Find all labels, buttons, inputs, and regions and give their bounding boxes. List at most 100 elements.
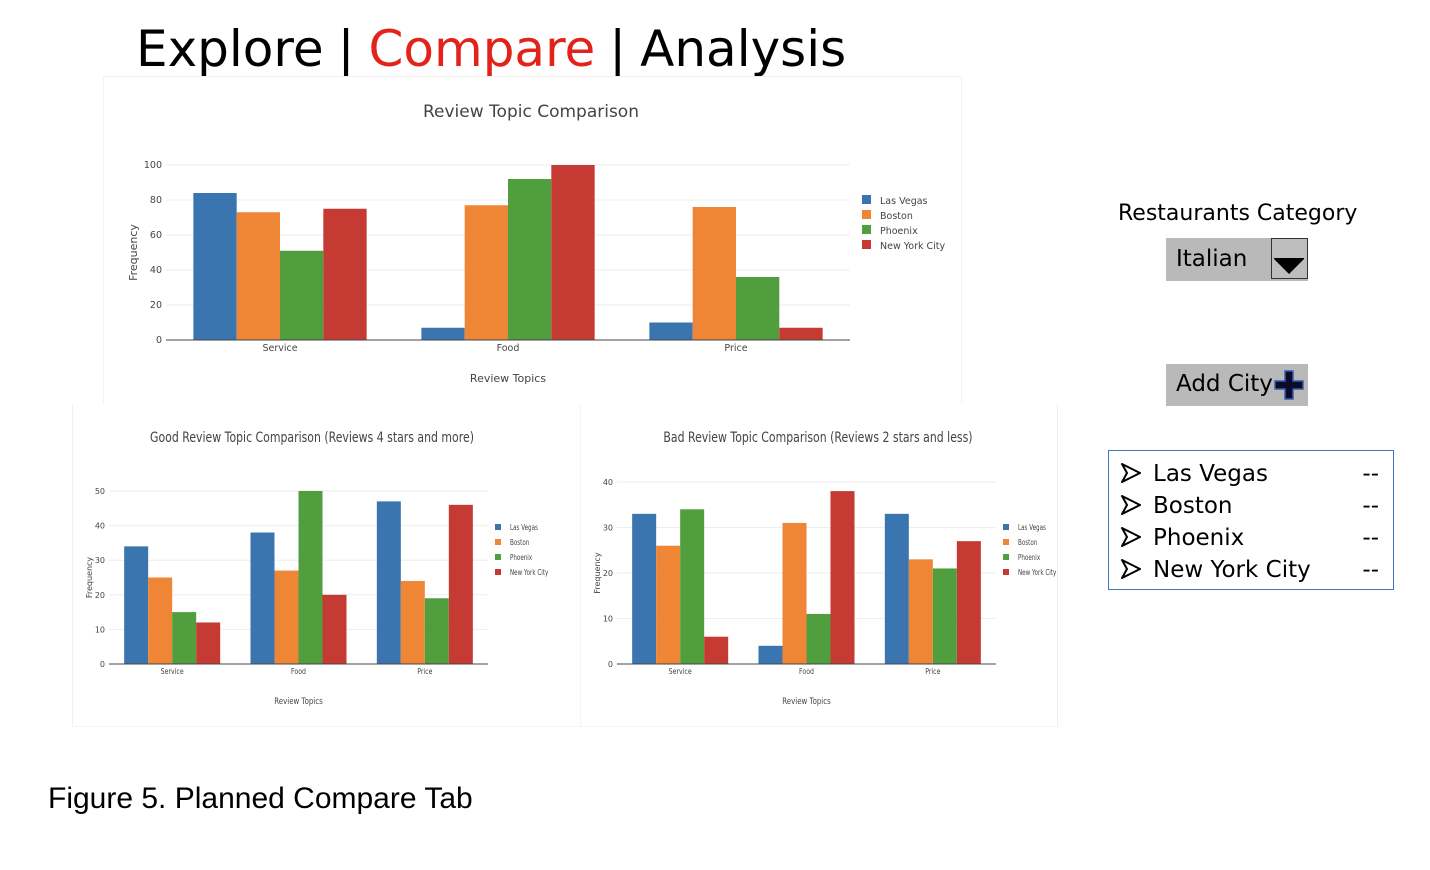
y-tick-label: 0 [608,660,613,669]
legend-entry: New York City [510,568,548,577]
x-tick-label: Price [417,666,433,676]
y-tick-label: 10 [95,625,105,634]
list-item[interactable]: Boston -- [1109,491,1393,523]
chart-title: Bad Review Topic Comparison (Reviews 2 s… [663,429,972,446]
city-value: -- [1362,461,1379,487]
bar [692,207,736,340]
bar [551,165,595,340]
bar [196,622,221,664]
x-tick-label: Price [925,666,941,676]
legend-swatch [1003,539,1009,545]
legend-swatch [862,195,871,204]
x-tick-label: Food [291,666,306,676]
y-tick-label: 20 [603,569,613,578]
list-item[interactable]: New York City -- [1109,555,1393,587]
good-chart-svg: Good Review Topic Comparison (Reviews 4 … [85,429,548,707]
bar [421,327,465,340]
city-value: -- [1362,557,1379,583]
category-dropdown[interactable]: Italian [1166,238,1308,281]
legend-entry: Phoenix [510,553,532,562]
bar [148,577,173,664]
legend-entry: Boston [880,211,913,222]
y-tick-label: 40 [150,265,162,276]
legend-swatch [1003,524,1009,530]
bar [280,250,324,340]
category-value: Italian [1176,246,1248,272]
legend-swatch [862,240,871,249]
tab-analysis[interactable]: Analysis [640,20,847,78]
list-item[interactable]: Las Vegas -- [1109,459,1393,491]
x-tick-label: Price [724,343,747,354]
city-value: -- [1362,493,1379,519]
add-city-label: Add City [1176,371,1273,397]
bar [376,501,401,664]
x-axis-label: Review Topics [274,696,323,706]
bar [779,327,823,340]
chevron-down-icon[interactable] [1271,238,1308,279]
chart-title: Review Topic Comparison [423,102,639,122]
bar [250,532,275,664]
tab-compare[interactable]: Compare [368,20,596,78]
y-axis-label: Frequency [593,552,602,594]
arrow-bullet-icon [1121,463,1141,483]
x-tick-label: Service [669,666,693,676]
legend-swatch [862,225,871,234]
bar [884,513,909,664]
x-tick-label: Food [799,666,814,676]
y-tick-label: 50 [95,487,105,496]
main-chart-svg: Review Topic Comparison 0 20 40 60 80 100 Servi… [127,102,946,385]
bar [680,509,705,664]
bad-review-comparison-chart: Bad Review Topic Comparison (Reviews 2 s… [580,404,1058,727]
bar [298,491,323,664]
y-tick-label: 20 [150,300,162,311]
bar [736,277,780,340]
legend-entry: Phoenix [1018,553,1040,562]
bar [830,491,855,664]
y-tick-label: 30 [95,556,105,565]
bar [649,322,693,340]
legend-swatch [495,569,501,575]
bar [464,205,508,340]
y-axis-label: Frequency [85,557,94,599]
bar [508,179,552,340]
y-tick-label: 80 [150,195,162,206]
legend-entry: New York City [1018,568,1056,577]
legend-entry: Boston [1018,538,1037,547]
x-axis-label: Review Topics [782,696,831,706]
city-list: Las Vegas -- Boston -- Phoenix -- New Yo… [1108,450,1394,590]
legend-swatch [495,539,501,545]
bar [704,636,729,664]
bar [424,598,449,664]
tab-explore[interactable]: Explore [136,20,324,78]
y-axis-label: Frequency [127,224,140,281]
list-item[interactable]: Phoenix -- [1109,523,1393,555]
city-name: Las Vegas [1153,461,1268,487]
y-tick-label: 10 [603,615,613,624]
bar [124,546,149,664]
arrow-bullet-icon [1121,527,1141,547]
city-name: Boston [1153,493,1233,519]
y-tick-label: 30 [603,524,613,533]
x-tick-label: Food [497,343,520,354]
legend-entry: Las Vegas [510,523,538,532]
bad-chart-svg: Bad Review Topic Comparison (Reviews 2 s… [593,429,1056,707]
y-tick-label: 0 [156,335,162,346]
bar [400,580,425,664]
x-tick-label: Service [161,666,185,676]
plus-icon [1274,370,1304,400]
bar [632,513,657,664]
legend-entry: New York City [880,241,946,252]
legend-entry: Las Vegas [1018,523,1046,532]
y-tick-label: 0 [100,660,105,669]
add-city-button[interactable]: Add City [1166,364,1308,406]
nav-separator: | [337,20,355,78]
bar [236,212,280,340]
bar [782,522,807,664]
y-tick-label: 100 [144,160,162,171]
legend-swatch [1003,569,1009,575]
x-tick-label: Service [262,343,297,354]
bar [656,545,681,664]
y-tick-label: 40 [95,522,105,531]
bar [908,559,933,664]
arrow-bullet-icon [1121,495,1141,515]
